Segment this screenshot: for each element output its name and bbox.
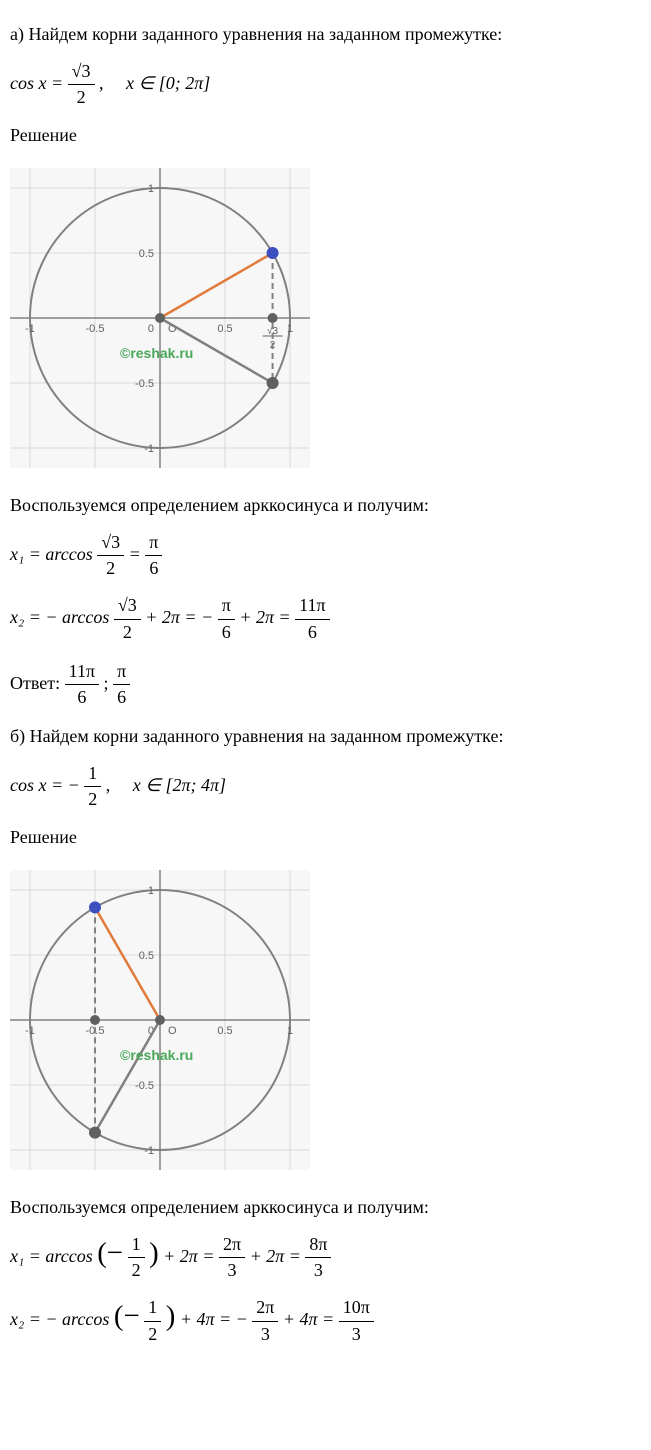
svg-text:©reshak.ru: ©reshak.ru <box>120 345 193 361</box>
ans2: π 6 <box>113 659 130 710</box>
x2B-label: x₂ = − arccos <box>10 1309 109 1329</box>
svg-text:-0.5: -0.5 <box>135 1080 154 1092</box>
partA-prompt: а) Найдем корни заданного уравнения на з… <box>10 22 641 47</box>
svg-text:0.5: 0.5 <box>217 323 232 335</box>
eqB-domain: x ∈ [2π; 4π] <box>133 775 226 795</box>
x2-f3: 11π 6 <box>295 593 329 644</box>
x1B-f1: 1 2 <box>128 1232 145 1283</box>
x1B-plus2: + 2π = <box>250 1246 301 1266</box>
eq-frac: √3 2 <box>68 59 95 110</box>
partA-equation: cos x = √3 2 , x ∈ [0; 2π] <box>10 59 641 110</box>
partA-after-chart: Воспользуемся определением арккосинуса и… <box>10 493 641 518</box>
partA-x2: x₂ = − arccos √3 2 + 2π = − π 6 + 2π = 1… <box>10 593 641 644</box>
answer-label: Ответ: <box>10 673 60 693</box>
partA-x1: x₁ = arccos √3 2 = π 6 <box>10 530 641 581</box>
x2-f2: π 6 <box>218 593 235 644</box>
partB-chart: -1-1-0.5-0.50.50.511O0©reshak.ru <box>10 870 310 1170</box>
x2-label: x₂ = − arccos <box>10 607 109 627</box>
svg-text:1: 1 <box>148 885 154 897</box>
eqB-frac: 1 2 <box>84 761 101 812</box>
partA-answer: Ответ: 11π 6 ; π 6 <box>10 659 641 710</box>
x1-f2: π 6 <box>145 530 162 581</box>
partA-chart: -1-1-0.5-0.50.50.511O0√32©reshak.ru <box>10 168 310 468</box>
svg-text:1: 1 <box>287 323 293 335</box>
eq-left: cos x = <box>10 73 63 93</box>
svg-text:0: 0 <box>148 323 154 335</box>
x2-plus2: + 2π = <box>239 607 290 627</box>
ans1: 11π 6 <box>65 659 99 710</box>
svg-text:O: O <box>168 1025 177 1037</box>
x1B-arg-open: (− <box>97 1237 123 1269</box>
svg-text:-1: -1 <box>25 1025 35 1037</box>
x1-label: x₁ = arccos <box>10 544 93 564</box>
x2-plus: + 2π = − <box>145 607 213 627</box>
svg-text:-1: -1 <box>25 323 35 335</box>
svg-text:-0.5: -0.5 <box>135 378 154 390</box>
x2B-f1: 1 2 <box>144 1295 161 1346</box>
x2-f1: √3 2 <box>114 593 141 644</box>
svg-text:-0.5: -0.5 <box>86 323 105 335</box>
x2B-arg-open: (− <box>114 1300 140 1332</box>
svg-text:-1: -1 <box>144 443 154 455</box>
x1-eq: = <box>129 544 141 564</box>
svg-text:1: 1 <box>287 1025 293 1037</box>
x2B-f3: 10π 3 <box>339 1295 374 1346</box>
eq-domain: x ∈ [0; 2π] <box>126 73 210 93</box>
x1B-plus: + 2π = <box>163 1246 214 1266</box>
svg-text:-1: -1 <box>144 1145 154 1157</box>
x1-f1: √3 2 <box>97 530 124 581</box>
x2B-plus: + 4π = − <box>180 1309 248 1329</box>
eqB-left: cos x = − <box>10 775 80 795</box>
x2B-arg-close: ) <box>166 1300 176 1332</box>
eq-frac-den: 2 <box>68 85 95 110</box>
partB-x2: x₂ = − arccos (− 1 2 ) + 4π = − 2π 3 + 4… <box>10 1295 641 1346</box>
svg-text:0.5: 0.5 <box>217 1025 232 1037</box>
x2B-f2: 2π 3 <box>252 1295 278 1346</box>
svg-text:0.5: 0.5 <box>139 950 154 962</box>
svg-text:0.5: 0.5 <box>139 248 154 260</box>
partB-after-chart: Воспользуемся определением арккосинуса и… <box>10 1195 641 1220</box>
x2B-plus2: + 4π = <box>283 1309 334 1329</box>
partB-solution-label: Решение <box>10 825 641 850</box>
partB-equation: cos x = − 1 2 , x ∈ [2π; 4π] <box>10 761 641 812</box>
eq-frac-num: √3 <box>68 59 95 85</box>
ans-sep: ; <box>104 673 109 693</box>
x1B-f2: 2π 3 <box>219 1232 245 1283</box>
svg-text:©reshak.ru: ©reshak.ru <box>120 1047 193 1063</box>
partB-prompt: б) Найдем корни заданного уравнения на з… <box>10 724 641 749</box>
svg-text:1: 1 <box>148 183 154 195</box>
partA-solution-label: Решение <box>10 123 641 148</box>
x1B-f3: 8π 3 <box>305 1232 331 1283</box>
partB-x1: x₁ = arccos (− 1 2 ) + 2π = 2π 3 + 2π = … <box>10 1232 641 1283</box>
x1B-label: x₁ = arccos <box>10 1246 93 1266</box>
x1B-arg-close: ) <box>149 1237 159 1269</box>
